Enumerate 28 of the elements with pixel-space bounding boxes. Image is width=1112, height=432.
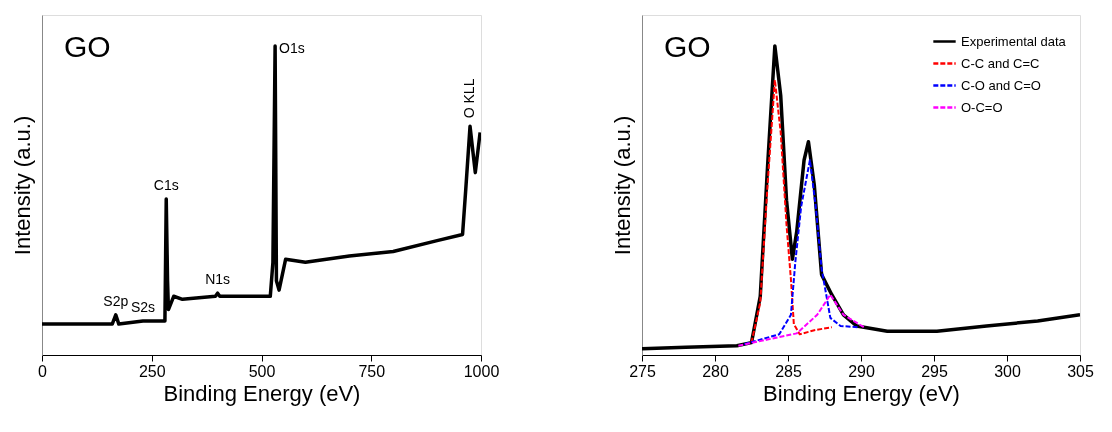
x-tick-label: 290 — [848, 362, 875, 380]
x-axis-title: Binding Energy (eV) — [163, 380, 361, 406]
legend-label: C-C and C=C — [961, 55, 1040, 71]
x-tick-label: 280 — [702, 362, 729, 380]
annotation: GO — [64, 30, 111, 63]
annotation: C1s — [153, 176, 179, 193]
x-tick-label: 1000 — [463, 362, 500, 380]
legend-label: O-C=O — [961, 99, 1003, 115]
x-tick-label: 285 — [775, 362, 802, 380]
x-tick-label: 250 — [138, 362, 166, 380]
annotation: S2p — [103, 292, 129, 309]
x-axis-title: Binding Energy (eV) — [763, 380, 960, 406]
annotation: O KLL — [461, 78, 478, 119]
x-tick-label: 500 — [248, 362, 276, 380]
legend-label: Experimental data — [961, 33, 1067, 49]
x-tick-label: 300 — [994, 362, 1021, 380]
legend-label: C-O and C=O — [961, 77, 1041, 93]
y-axis-title: Intensity (a.u.) — [609, 115, 635, 256]
x-tick-label: 275 — [629, 362, 656, 380]
x-tick-label: 0 — [38, 362, 48, 380]
y-axis-title: Intensity (a.u.) — [9, 115, 35, 256]
annotation: GO — [664, 30, 711, 63]
x-tick-label: 295 — [921, 362, 948, 380]
annotation: N1s — [205, 271, 231, 288]
x-tick-label: 305 — [1067, 362, 1094, 380]
annotation: O1s — [279, 39, 305, 56]
annotation: S2s — [130, 299, 156, 315]
x-tick-label: 750 — [358, 362, 386, 380]
